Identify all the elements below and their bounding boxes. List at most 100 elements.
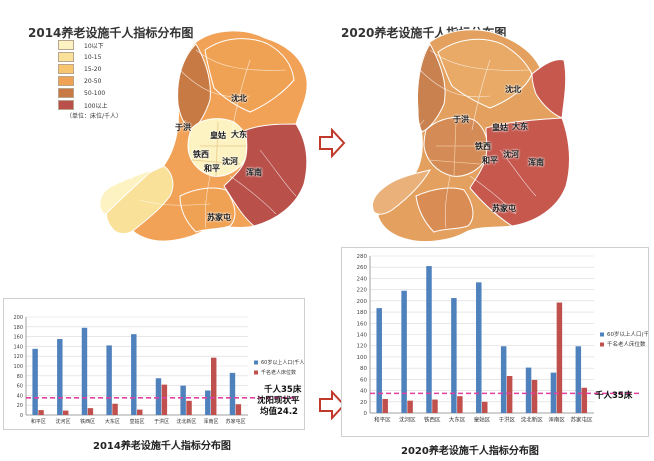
bar-population [451, 298, 457, 413]
y-tick-label: 80 [360, 366, 367, 372]
left-map-title: 2014养老设施千人指标分布图 [28, 26, 194, 40]
left-chart-annotation: 均值24.2 [260, 407, 298, 417]
y-tick-label: 100 [13, 364, 23, 370]
bar-population [575, 346, 582, 413]
y-tick-label: 0 [20, 413, 23, 419]
legend-swatch [254, 370, 258, 375]
x-tick-label: 苏家屯区 [571, 416, 594, 424]
x-tick-label: 沈北新区 [176, 418, 196, 425]
bar-beds [531, 379, 538, 413]
x-tick-label: 苏家屯区 [226, 418, 246, 425]
y-tick-label: 20 [360, 400, 367, 406]
y-tick-label: 20 [17, 403, 23, 409]
x-tick-label: 于洪区 [154, 418, 169, 425]
map-region-yuhong [177, 43, 211, 131]
map-region-core [423, 116, 488, 177]
bar-population [500, 346, 507, 413]
x-tick-label: 铁西区 [80, 418, 95, 425]
x-tick-label: 沈北新区 [521, 416, 544, 424]
y-tick-label: 140 [357, 333, 368, 339]
y-tick-label: 240 [357, 276, 368, 282]
x-tick-label: 沈河区 [55, 418, 70, 425]
x-tick-label: 沈河区 [399, 416, 416, 424]
y-tick-label: 120 [357, 344, 368, 350]
y-tick-label: 100 [357, 355, 368, 361]
district-label-yuhong: 于洪 [175, 123, 191, 132]
x-tick-label: 皇姑区 [474, 416, 491, 424]
bar-population [180, 385, 186, 415]
right-chart-annotation: 千人35床 [595, 391, 633, 401]
bar-population [426, 266, 432, 413]
bar-population [229, 372, 236, 415]
legend-item: 20-50 [58, 76, 101, 86]
bar-beds [38, 410, 44, 415]
x-tick-label: 浑南区 [203, 418, 218, 425]
legend-swatch [58, 88, 74, 98]
bar-beds [137, 409, 143, 415]
legend-item: 10-15 [58, 52, 101, 62]
legend-label: 千名老人床位数 [261, 369, 296, 376]
bar-beds [407, 400, 413, 413]
legend-swatch [58, 64, 74, 74]
left-map-legend: 10以下 10-15 15-20 20-50 50-100 100以上 （单位：… [58, 40, 168, 120]
y-tick-label: 180 [357, 310, 368, 316]
legend-item: 100以上 [58, 100, 107, 110]
map-region-hunnan [469, 117, 570, 227]
district-label-heping: 和平 [204, 164, 220, 173]
bar-beds [556, 302, 563, 413]
district-label-heping: 和平 [482, 156, 498, 165]
y-tick-label: 200 [357, 299, 368, 305]
bar-beds [457, 396, 463, 413]
legend-label: 60岁以上人口(千人) [607, 330, 648, 338]
left-chart-annotation: 沈阳现状平 [257, 396, 300, 406]
y-tick-label: 260 [357, 265, 368, 271]
map-region-southwest-outer [99, 169, 153, 215]
y-tick-label: 140 [13, 344, 23, 350]
map-region-core [187, 118, 248, 177]
bar-population [155, 378, 162, 415]
bar-beds [432, 399, 438, 413]
district-label-shenhe: 沈河 [503, 150, 519, 159]
y-tick-label: 40 [17, 393, 23, 399]
district-label-tiexi: 铁西 [193, 150, 209, 159]
legend-item: 15-20 [58, 64, 101, 74]
district-label-shenhe: 沈河 [222, 157, 238, 166]
right-bar-chart: 0 20 40 60 80 100 120 140 160 180 200 220 240 260 280 和… [357, 254, 654, 424]
legend-swatch [58, 52, 74, 62]
bar-beds [186, 400, 192, 415]
y-tick-label: 280 [357, 254, 368, 260]
legend-swatch [600, 332, 604, 337]
bar-population [81, 327, 88, 415]
y-tick-label: 160 [13, 335, 23, 341]
legend-swatch [58, 76, 74, 86]
map-region-sujiatun [415, 187, 474, 233]
y-tick-label: 160 [357, 321, 368, 327]
legend-swatch [58, 40, 74, 50]
legend-swatch [58, 100, 74, 110]
bar-population [32, 348, 38, 415]
bar-beds [235, 404, 242, 415]
district-label-dadong: 大东 [512, 122, 528, 131]
bar-population [401, 290, 407, 413]
legend-label: 千名老人床位数 [607, 340, 646, 348]
bar-beds [382, 398, 388, 413]
bar-beds [87, 408, 94, 415]
district-label-hunnan: 浑南 [246, 168, 262, 177]
legend-swatch [254, 360, 258, 365]
map-region-shenbei [204, 38, 295, 113]
y-tick-label: 200 [13, 315, 23, 321]
right-map [372, 29, 570, 243]
left-chart-panel: 0 20 40 60 80 100 120 140 160 180 200 和平区 沈河区 铁西区 大东区 皇… [3, 298, 306, 430]
bar-population [550, 372, 557, 413]
legend-item: 50-100 [58, 88, 105, 98]
left-map [99, 30, 308, 242]
bar-population [57, 339, 63, 415]
map-region-hunnan [223, 123, 308, 227]
map-region-sujiatun [179, 187, 236, 233]
district-label-shenbei: 沈北 [231, 94, 247, 103]
bar-beds [63, 410, 69, 415]
x-tick-label: 和平区 [31, 418, 46, 425]
legend-swatch [600, 342, 604, 347]
y-tick-label: 120 [13, 354, 23, 360]
x-tick-label: 和平区 [374, 416, 391, 424]
